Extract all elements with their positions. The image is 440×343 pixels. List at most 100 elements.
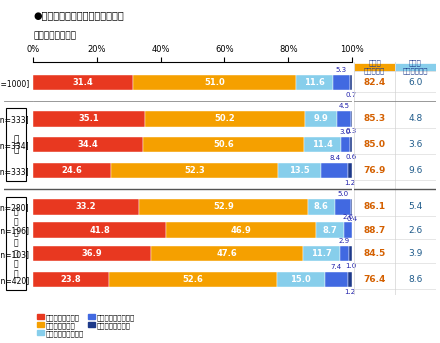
Bar	[395, 63, 436, 71]
Text: 11.7: 11.7	[311, 249, 332, 258]
Bar	[277, 272, 325, 287]
Text: 4.5: 4.5	[338, 103, 349, 109]
Text: 23.8: 23.8	[61, 275, 81, 284]
Text: 11.6: 11.6	[304, 78, 325, 87]
Text: 51.0: 51.0	[204, 78, 225, 87]
Text: 85.3: 85.3	[363, 114, 385, 123]
Text: 0.7: 0.7	[345, 92, 356, 97]
Text: 8.6: 8.6	[408, 275, 422, 284]
Bar	[151, 246, 303, 261]
Text: 末
子
の
成
長
段
階: 末 子 の 成 長 段 階	[14, 208, 18, 279]
Bar	[145, 111, 305, 127]
Text: 3.6: 3.6	[408, 140, 422, 149]
Bar	[139, 199, 308, 215]
Bar	[337, 111, 351, 127]
Text: 1.0: 1.0	[345, 263, 356, 269]
Bar	[335, 199, 351, 215]
Text: 11.4: 11.4	[312, 140, 333, 149]
Bar	[305, 111, 337, 127]
Bar	[166, 222, 316, 238]
Text: 88.7: 88.7	[363, 226, 386, 235]
Bar	[308, 199, 335, 215]
Text: 36.9: 36.9	[81, 249, 102, 258]
Text: 13.5: 13.5	[290, 166, 310, 175]
Bar	[351, 111, 352, 127]
Bar	[133, 75, 296, 90]
Text: 7.4: 7.4	[331, 263, 342, 270]
Text: 41.8: 41.8	[89, 226, 110, 235]
Text: 4.8: 4.8	[408, 114, 422, 123]
Text: 5.4: 5.4	[408, 202, 422, 211]
Bar	[304, 137, 341, 152]
Bar	[316, 222, 344, 238]
Text: 46.9: 46.9	[231, 226, 252, 235]
Text: 2.9: 2.9	[339, 238, 350, 244]
Legend: 非常に疲れている, やや疲れている, どちらともいえない, あまり疲れていない, 全く疲れていない: 非常に疲れている, やや疲れている, どちらともいえない, あまり疲れていない,…	[34, 311, 138, 340]
Text: 年
代: 年 代	[13, 135, 18, 154]
Text: 9.6: 9.6	[408, 166, 422, 175]
Bar	[33, 75, 133, 90]
Bar	[33, 222, 166, 238]
Text: 8.4: 8.4	[329, 155, 340, 161]
Bar	[109, 272, 277, 287]
Bar	[341, 137, 350, 152]
Bar	[33, 199, 139, 215]
Bar	[340, 246, 349, 261]
Text: ●この冬、どの程度疲れているか: ●この冬、どの程度疲れているか	[33, 10, 124, 20]
Bar	[348, 272, 352, 287]
Text: 50.2: 50.2	[215, 114, 235, 123]
Bar	[33, 246, 151, 261]
Text: 1.2: 1.2	[345, 288, 356, 295]
Bar	[325, 272, 348, 287]
Text: 47.6: 47.6	[216, 249, 237, 258]
Text: 50.6: 50.6	[213, 140, 234, 149]
Text: 3.0: 3.0	[340, 129, 351, 135]
Text: 5.0: 5.0	[337, 191, 348, 197]
Bar	[6, 197, 26, 290]
Text: 24.6: 24.6	[62, 166, 83, 175]
Text: 35.1: 35.1	[79, 114, 99, 123]
Text: 6.0: 6.0	[408, 78, 422, 87]
Bar	[279, 163, 321, 178]
Bar	[6, 108, 26, 181]
Bar	[354, 63, 395, 71]
Text: 2.6: 2.6	[408, 226, 422, 235]
Bar	[33, 111, 145, 127]
Text: 0.6: 0.6	[345, 154, 357, 160]
Text: 9.9: 9.9	[314, 114, 328, 123]
Text: 76.9: 76.9	[363, 166, 386, 175]
Text: 52.3: 52.3	[184, 166, 205, 175]
Bar	[350, 137, 352, 152]
Bar	[351, 199, 352, 215]
Text: 8.6: 8.6	[314, 202, 329, 211]
Bar	[344, 222, 352, 238]
Text: 15.0: 15.0	[290, 275, 311, 284]
Text: 0.3: 0.3	[346, 128, 357, 134]
Text: 84.5: 84.5	[363, 249, 386, 258]
Bar	[33, 272, 109, 287]
Text: 1.2: 1.2	[345, 180, 356, 186]
Text: 0.4: 0.4	[346, 216, 357, 222]
Text: 52.6: 52.6	[183, 275, 203, 284]
Bar	[321, 163, 348, 178]
Text: 疲れて
いない（計）: 疲れて いない（計）	[403, 60, 428, 74]
Text: 86.1: 86.1	[363, 202, 385, 211]
Text: 52.9: 52.9	[213, 202, 234, 211]
Bar	[303, 246, 340, 261]
Text: 疲れて
いる（計）: 疲れて いる（計）	[364, 60, 385, 74]
Text: 5.3: 5.3	[336, 67, 347, 73]
Text: 31.4: 31.4	[73, 78, 93, 87]
Bar	[348, 163, 352, 178]
Bar	[296, 75, 333, 90]
Bar	[333, 75, 350, 90]
Text: 8.7: 8.7	[323, 226, 337, 235]
Text: 34.4: 34.4	[77, 140, 98, 149]
Text: 33.2: 33.2	[76, 202, 96, 211]
Bar	[33, 137, 143, 152]
Bar	[350, 75, 352, 90]
Bar	[33, 163, 111, 178]
Text: 2.6: 2.6	[342, 214, 353, 220]
Text: 82.4: 82.4	[363, 78, 386, 87]
Bar	[349, 246, 352, 261]
Text: 3.9: 3.9	[408, 249, 422, 258]
